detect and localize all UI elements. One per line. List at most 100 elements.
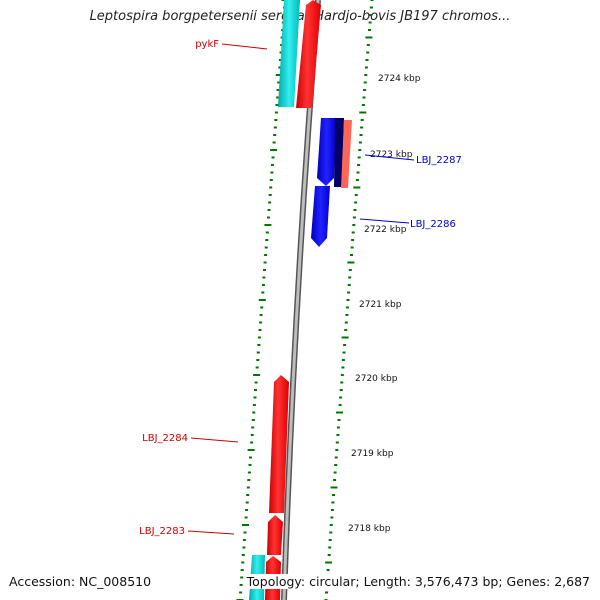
minor-tick — [245, 501, 249, 504]
minor-tick — [247, 471, 251, 474]
minor-tick — [358, 141, 362, 144]
outer-tick-track — [324, 0, 374, 600]
gene-label-LBJ_2283[interactable]: LBJ_2283 — [139, 526, 185, 537]
minor-tick — [248, 464, 252, 466]
minor-tick — [331, 501, 335, 504]
major-tick — [275, 74, 283, 76]
major-tick — [253, 374, 261, 376]
minor-tick — [278, 66, 282, 69]
minor-tick — [256, 351, 260, 354]
minor-tick — [242, 546, 246, 549]
minor-tick — [355, 179, 359, 181]
minor-tick — [274, 119, 278, 121]
minor-tick — [358, 149, 362, 151]
minor-tick — [325, 591, 328, 594]
minor-tick — [370, 0, 374, 1]
minor-tick — [362, 96, 366, 99]
scale-labels: 2724 kbp 2723 kbp 2722 kbp 2721 kbp 2720… — [348, 74, 421, 534]
minor-tick — [366, 51, 370, 54]
minor-tick — [270, 164, 274, 166]
minor-tick — [369, 14, 373, 16]
minor-tick — [240, 569, 244, 571]
minor-tick — [354, 194, 358, 196]
leader-line-LBJ_2287 — [364, 154, 415, 161]
minor-tick — [265, 239, 269, 241]
gene-label-LBJ_2284[interactable]: LBJ_2284 — [142, 433, 188, 444]
minor-tick — [347, 284, 351, 286]
minor-tick — [368, 29, 371, 31]
minor-tick — [256, 359, 260, 361]
minor-tick — [277, 81, 281, 84]
minor-tick — [364, 74, 368, 76]
minor-tick — [341, 359, 345, 361]
minor-tick — [278, 59, 282, 61]
major-tick — [242, 524, 249, 526]
gene-LBJ_2286 — [311, 186, 330, 247]
minor-tick — [247, 479, 251, 481]
minor-tick — [249, 456, 252, 459]
genome-summary-text: Topology: circular; Length: 3,576,473 bp… — [244, 574, 592, 589]
leader-line-LBJ_2284 — [190, 437, 239, 443]
minor-tick — [341, 366, 345, 369]
minor-tick — [351, 231, 355, 234]
minor-tick — [351, 239, 355, 241]
minor-tick — [267, 209, 271, 211]
gene-pykF — [296, 0, 321, 108]
major-tick — [365, 36, 373, 39]
minor-tick — [342, 351, 346, 354]
minor-tick — [254, 381, 258, 384]
minor-tick — [334, 464, 338, 466]
minor-tick — [344, 321, 348, 324]
minor-tick — [258, 329, 262, 331]
minor-tick — [250, 441, 254, 444]
minor-tick — [337, 419, 341, 421]
major-tick — [325, 561, 333, 564]
scale-label: 2718 kbp — [348, 524, 391, 534]
major-tick — [353, 186, 361, 189]
minor-tick — [268, 194, 272, 196]
minor-tick — [245, 509, 249, 511]
scale-label: 2719 kbp — [351, 449, 394, 459]
minor-tick — [265, 231, 269, 234]
gene-label-LBJ_2287[interactable]: LBJ_2287 — [416, 155, 462, 166]
minor-tick — [336, 434, 340, 436]
minor-tick — [251, 426, 255, 429]
minor-tick — [368, 21, 372, 24]
minor-tick — [243, 531, 247, 534]
minor-tick — [366, 44, 370, 46]
minor-tick — [347, 291, 351, 294]
minor-tick — [241, 554, 245, 556]
minor-tick — [350, 246, 354, 249]
scale-label: 2722 kbp — [364, 225, 407, 235]
minor-tick — [345, 306, 349, 309]
minor-tick — [364, 66, 368, 69]
accession-text: Accession: NC_008510 — [7, 574, 154, 589]
major-tick — [270, 149, 278, 151]
minor-tick — [354, 201, 358, 204]
minor-tick — [352, 224, 356, 226]
minor-tick — [241, 561, 245, 564]
leader-line-pykF — [221, 43, 268, 50]
minor-tick — [273, 126, 277, 129]
minor-tick — [327, 554, 331, 556]
minor-tick — [251, 419, 255, 421]
minor-tick — [346, 299, 350, 301]
minor-tick — [246, 486, 250, 489]
minor-tick — [336, 426, 340, 429]
gene-label-LBJ_2286[interactable]: LBJ_2286 — [410, 219, 456, 230]
minor-tick — [350, 254, 353, 256]
minor-tick — [352, 216, 356, 219]
minor-tick — [330, 509, 334, 511]
scale-label: 2720 kbp — [355, 374, 398, 384]
minor-tick — [269, 186, 273, 189]
minor-tick — [267, 216, 270, 219]
minor-tick — [369, 6, 373, 9]
major-tick — [359, 111, 367, 114]
minor-tick — [275, 104, 279, 106]
minor-tick — [254, 389, 257, 391]
minor-tick — [363, 89, 367, 91]
minor-tick — [260, 306, 264, 309]
minor-tick — [333, 471, 337, 474]
minor-tick — [345, 314, 349, 316]
gene-label-pykF[interactable]: pykF — [195, 39, 219, 50]
